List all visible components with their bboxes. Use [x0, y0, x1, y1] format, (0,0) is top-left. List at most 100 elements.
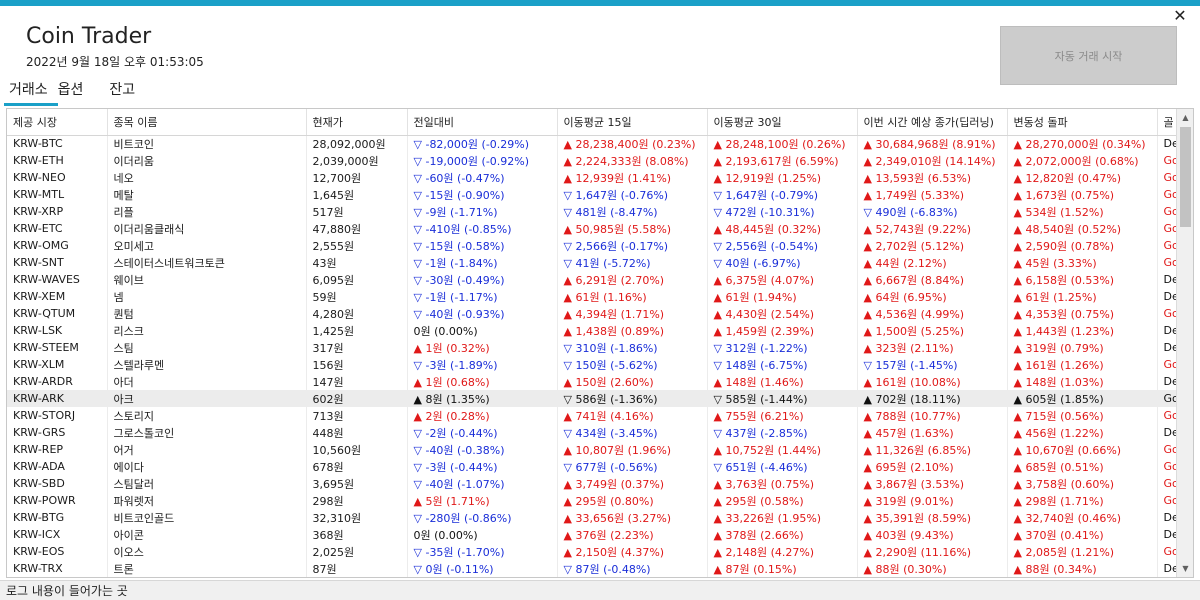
ma15-value: 481원 (-8.47%)	[575, 205, 658, 219]
column-header[interactable]: 이동평균 15일	[557, 109, 708, 136]
vb-cell: ▲ 45원 (3.33%)	[1007, 254, 1158, 271]
column-header[interactable]: 변동성 돌파	[1007, 109, 1158, 136]
table-row[interactable]: KRW-BTC 비트코인 28,092,000원 ▽ -82,000원 (-0.29%…	[7, 135, 1188, 152]
table-row[interactable]: KRW-EOS 이오스 2,025원 ▽ -35원 (-1.70%) ▲ 2,150원 …	[7, 543, 1188, 560]
table-row[interactable]: KRW-XEM 넴 59원 ▽ -1원 (-1.17%) ▲ 61원 (1.16%) ▲ …	[7, 288, 1188, 305]
scroll-down-icon[interactable]: ▼	[1182, 564, 1189, 573]
log-area: 로그 내용이 들어가는 곳	[0, 580, 1200, 600]
change-value: 0원 (0.00%)	[413, 324, 478, 338]
column-header[interactable]: 종목 이름	[107, 109, 307, 136]
tab-spacer	[88, 80, 104, 106]
vb-value: 1,673원 (0.75%)	[1025, 188, 1115, 202]
triangle-up-icon: ▲	[1013, 324, 1026, 338]
column-header[interactable]: 이번 시간 예상 종가(딥러닝)	[857, 109, 1008, 136]
table-row[interactable]: KRW-XLM 스텔라루멘 156원 ▽ -3원 (-1.89%) ▽ 150원 (-5…	[7, 356, 1188, 373]
scroll-thumb[interactable]	[1180, 127, 1191, 227]
change-cell: ▽ -15원 (-0.58%)	[407, 237, 558, 254]
vertical-scrollbar[interactable]: ▲ ▼	[1176, 109, 1193, 577]
table-row[interactable]: KRW-ETC 이더리움클래식 47,880원 ▽ -410원 (-0.85%) ▲ 5…	[7, 220, 1188, 237]
table-row[interactable]: KRW-SNT 스테이터스네트워크토큰 43원 ▽ -1원 (-1.84%) ▽ 41원…	[7, 254, 1188, 271]
vb-cell: ▲ 4,353원 (0.75%)	[1007, 305, 1158, 322]
table-row[interactable]: KRW-ARDR 아더 147원 ▲ 1원 (0.68%) ▲ 150원 (2.60%)…	[7, 373, 1188, 390]
tab-exchange[interactable]: 거래소	[9, 82, 48, 98]
ma30-cell: ▽ 148원 (-6.75%)	[707, 356, 858, 373]
ma30-value: 585원 (-1.44%)	[725, 392, 808, 406]
market-cell: KRW-STORJ	[7, 407, 108, 424]
coin-name-cell: 비트코인골드	[107, 509, 307, 526]
ma15-value: 150원 (2.60%)	[575, 375, 654, 389]
pred-value: 35,391원 (8.59%)	[875, 511, 972, 525]
table-row[interactable]: KRW-NEO 네오 12,700원 ▽ -60원 (-0.47%) ▲ 12,939원…	[7, 169, 1188, 186]
triangle-up-icon: ▲	[713, 171, 726, 185]
change-cell: ▽ -1원 (-1.84%)	[407, 254, 558, 271]
vb-cell: ▲ 61원 (1.25%)	[1007, 288, 1158, 305]
ma15-value: 295원 (0.80%)	[575, 494, 654, 508]
triangle-down-icon: ▽	[713, 205, 726, 219]
column-header[interactable]: 제공 시장	[7, 109, 108, 136]
table-row[interactable]: KRW-ICX 아이콘 368원 0원 (0.00%) ▲ 376원 (2.23%) ▲…	[7, 526, 1188, 543]
scroll-up-icon[interactable]: ▲	[1182, 113, 1189, 122]
pred-cell: ▲ 2,349,010원 (14.14%)	[857, 152, 1008, 169]
column-header[interactable]: 현재가	[306, 109, 408, 136]
table-row[interactable]: KRW-POWR 파워렛저 298원 ▲ 5원 (1.71%) ▲ 295원 (0.80…	[7, 492, 1188, 509]
ma15-value: 4,394원 (1.71%)	[575, 307, 665, 321]
ma15-value: 2,150원 (4.37%)	[575, 545, 665, 559]
column-header[interactable]: 이동평균 30일	[707, 109, 858, 136]
vb-cell: ▲ 2,085원 (1.21%)	[1007, 543, 1158, 560]
ma30-value: 312원 (-1.22%)	[725, 341, 808, 355]
coin-name-cell: 스테이터스네트워크토큰	[107, 254, 307, 271]
vb-cell: ▲ 370원 (0.41%)	[1007, 526, 1158, 543]
change-cell: ▽ -1원 (-1.17%)	[407, 288, 558, 305]
price-cell: 59원	[306, 288, 408, 305]
vb-value: 1,443원 (1.23%)	[1025, 324, 1115, 338]
table-row[interactable]: KRW-STORJ 스토리지 713원 ▲ 2원 (0.28%) ▲ 741원 (4.1…	[7, 407, 1188, 424]
table-row[interactable]: KRW-SBD 스팀달러 3,695원 ▽ -40원 (-1.07%) ▲ 3,749원…	[7, 475, 1188, 492]
table-row[interactable]: KRW-ADA 에이다 678원 ▽ -3원 (-0.44%) ▽ 677원 (-0.5…	[7, 458, 1188, 475]
ma30-cell: ▲ 755원 (6.21%)	[707, 407, 858, 424]
ma15-value: 28,238,400원 (0.23%)	[575, 137, 696, 151]
triangle-up-icon: ▲	[1013, 154, 1026, 168]
tab-options[interactable]: 옵션	[57, 82, 84, 98]
change-value: -30원 (-0.49%)	[425, 273, 505, 287]
ma30-cell: ▽ 472원 (-10.31%)	[707, 203, 858, 220]
ma30-value: 4,430원 (2.54%)	[725, 307, 815, 321]
pred-cell: ▲ 2,290원 (11.16%)	[857, 543, 1008, 560]
table-row[interactable]: KRW-ETH 이더리움 2,039,000원 ▽ -19,000원 (-0.92%)…	[7, 152, 1188, 169]
table-row[interactable]: KRW-BTG 비트코인골드 32,310원 ▽ -280원 (-0.86%) ▲ 33…	[7, 509, 1188, 526]
pred-cell: ▽ 490원 (-6.83%)	[857, 203, 1008, 220]
ma30-cell: ▲ 33,226원 (1.95%)	[707, 509, 858, 526]
auto-trade-button[interactable]: 자동 거래 시작	[1000, 26, 1177, 85]
table-row[interactable]: KRW-WAVES 웨이브 6,095원 ▽ -30원 (-0.49%) ▲ 6,291…	[7, 271, 1188, 288]
change-cell: ▲ 1원 (0.68%)	[407, 373, 558, 390]
table-row[interactable]: KRW-ARK 아크 602원 ▲ 8원 (1.35%) ▽ 586원 (-1.36%)…	[7, 390, 1188, 407]
table-row[interactable]: KRW-GRS 그로스톨코인 448원 ▽ -2원 (-0.44%) ▽ 434원 (-…	[7, 424, 1188, 441]
column-header[interactable]: 전일대비	[407, 109, 558, 136]
market-cell: KRW-GRS	[7, 424, 108, 441]
triangle-down-icon: ▽	[413, 545, 426, 559]
table-row[interactable]: KRW-XRP 리플 517원 ▽ -9원 (-1.71%) ▽ 481원 (-8.47…	[7, 203, 1188, 220]
ma30-cell: ▲ 4,430원 (2.54%)	[707, 305, 858, 322]
triangle-up-icon: ▲	[713, 494, 726, 508]
pred-cell: ▲ 788원 (10.77%)	[857, 407, 1008, 424]
table-row[interactable]: KRW-TRX 트론 87원 ▽ 0원 (-0.11%) ▽ 87원 (-0.48%) ▲…	[7, 560, 1188, 577]
ma30-value: 6,375원 (4.07%)	[725, 273, 815, 287]
change-value: -9원 (-1.71%)	[425, 205, 498, 219]
triangle-down-icon: ▽	[413, 460, 426, 474]
table-row[interactable]: KRW-REP 어거 10,560원 ▽ -40원 (-0.38%) ▲ 10,807원…	[7, 441, 1188, 458]
coin-table[interactable]: 제공 시장 종목 이름 현재가 전일대비 이동평균 15일 이동평균 30일 이번 시간 예…	[6, 108, 1194, 578]
coin-name-cell: 이오스	[107, 543, 307, 560]
ma15-cell: ▽ 1,647원 (-0.76%)	[557, 186, 708, 203]
table-row[interactable]: KRW-MTL 메탈 1,645원 ▽ -15원 (-0.90%) ▽ 1,647원 (…	[7, 186, 1188, 203]
table-row[interactable]: KRW-STEEM 스팀 317원 ▲ 1원 (0.32%) ▽ 310원 (-1.86…	[7, 339, 1188, 356]
table-row[interactable]: KRW-QTUM 퀀텀 4,280원 ▽ -40원 (-0.93%) ▲ 4,394원 …	[7, 305, 1188, 322]
table-row[interactable]: KRW-LSK 리스크 1,425원 0원 (0.00%) ▲ 1,438원 (0.8…	[7, 322, 1188, 339]
tab-balance[interactable]: 잔고	[109, 82, 136, 98]
vb-cell: ▲ 685원 (0.51%)	[1007, 458, 1158, 475]
market-cell: KRW-BTG	[7, 509, 108, 526]
vb-cell: ▲ 148원 (1.03%)	[1007, 373, 1158, 390]
pred-value: 88원 (0.30%)	[875, 562, 947, 576]
triangle-up-icon: ▲	[1013, 528, 1026, 542]
triangle-down-icon: ▽	[413, 188, 426, 202]
table-row[interactable]: KRW-OMG 오미세고 2,555원 ▽ -15원 (-0.58%) ▽ 2,566원…	[7, 237, 1188, 254]
close-icon[interactable]: ✕	[1173, 6, 1187, 25]
